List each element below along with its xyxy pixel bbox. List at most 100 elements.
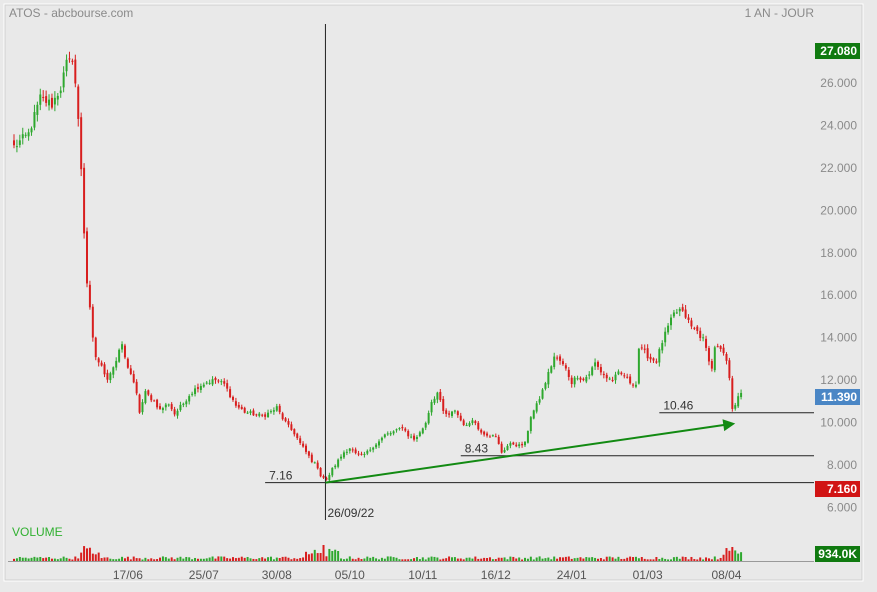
last-volume-badge-bg	[815, 546, 860, 562]
last-price-badge: 11.390	[821, 390, 857, 404]
volume-bar	[211, 556, 214, 561]
candle-body	[410, 436, 413, 438]
candle-body	[386, 433, 389, 435]
volume-bar	[559, 557, 562, 561]
volume-bar	[579, 557, 582, 561]
volume-bar	[684, 556, 687, 561]
candle-body	[80, 117, 83, 170]
candle-body	[281, 413, 284, 420]
volume-bar	[389, 556, 392, 561]
candle-body	[302, 443, 305, 447]
volume-bar	[144, 557, 147, 561]
candle-body	[573, 377, 576, 385]
low-price-badge: 7.160	[827, 482, 857, 496]
volume-bar	[217, 556, 220, 561]
volume-bar	[646, 559, 649, 561]
volume-bar	[109, 558, 112, 561]
candle-body	[331, 467, 334, 476]
volume-bar	[380, 557, 383, 561]
candle-body	[629, 376, 632, 384]
volume-bar	[710, 559, 713, 561]
volume-bar	[50, 558, 53, 561]
candle-body	[430, 402, 433, 413]
volume-bar	[418, 559, 421, 561]
candle-body	[599, 367, 602, 373]
volume-bar	[278, 558, 281, 561]
volume-bar	[637, 558, 640, 561]
candle-body	[521, 443, 524, 446]
volume-bar	[451, 557, 453, 561]
high-price-badge: 27.080	[820, 44, 857, 58]
volume-bar	[439, 559, 442, 561]
candle-body	[719, 346, 722, 350]
volume-bar	[597, 558, 599, 561]
volume-bar	[316, 553, 319, 561]
candle-body	[62, 72, 65, 88]
volume-bar	[731, 547, 734, 561]
candle-body	[436, 392, 439, 400]
candle-body	[94, 337, 97, 358]
volume-bar	[640, 557, 643, 561]
candle-body	[232, 396, 234, 400]
candle-body	[33, 112, 36, 128]
candle-body	[91, 306, 94, 338]
candle-body	[690, 320, 693, 327]
candle-body	[640, 347, 643, 349]
candle-body	[27, 132, 30, 137]
volume-bar	[246, 556, 249, 561]
candle-body	[15, 146, 18, 148]
candle-body	[141, 402, 144, 413]
volume-bar	[293, 558, 296, 561]
volume-bar	[567, 556, 570, 561]
candle-body	[357, 453, 360, 455]
candle-body	[456, 411, 459, 416]
candle-body	[468, 423, 471, 426]
volume-bar	[80, 552, 83, 561]
volume-bar	[670, 559, 672, 561]
candle-body	[118, 349, 121, 362]
candle-body	[167, 404, 170, 406]
volume-bar	[42, 558, 45, 561]
volume-bar	[322, 545, 325, 561]
x-tick-label: 05/10	[335, 568, 365, 582]
y-tick-label: 8.000	[827, 458, 857, 472]
volume-bar	[185, 556, 188, 561]
candle-body	[144, 391, 147, 403]
candle-body	[477, 422, 480, 430]
candle-body	[471, 420, 474, 424]
candle-body	[389, 433, 392, 435]
volume-bar	[421, 557, 424, 561]
volume-bar	[337, 551, 340, 561]
volume-bar	[100, 558, 103, 561]
candle-body	[491, 435, 494, 437]
x-tick-label: 30/08	[262, 568, 292, 582]
volume-bar	[372, 556, 375, 561]
volume-bar	[208, 557, 211, 561]
volume-bar	[27, 558, 30, 561]
candle-body	[728, 360, 731, 379]
volume-bar	[477, 558, 480, 561]
candle-body	[617, 371, 620, 375]
candle-body	[439, 391, 442, 401]
candle-body	[369, 449, 372, 451]
candle-body	[465, 425, 468, 427]
candle-body	[150, 395, 153, 401]
volume-bar	[325, 556, 328, 561]
volume-bar	[588, 557, 591, 561]
candle-body	[515, 444, 518, 447]
volume-bar	[65, 557, 68, 561]
candle-body	[275, 406, 278, 411]
volume-bar	[220, 556, 223, 561]
candle-body	[226, 383, 229, 389]
candle-body	[696, 326, 699, 331]
volume-bar	[734, 550, 737, 561]
candle-body	[13, 140, 15, 146]
candle-body	[39, 94, 42, 105]
candle-body	[658, 349, 661, 363]
volume-bar	[544, 558, 547, 561]
low-price-badge-bg	[815, 481, 860, 497]
volume-bar	[512, 556, 515, 561]
volume-bar	[719, 557, 722, 561]
candle-body	[132, 374, 135, 383]
candle-body	[474, 421, 477, 424]
